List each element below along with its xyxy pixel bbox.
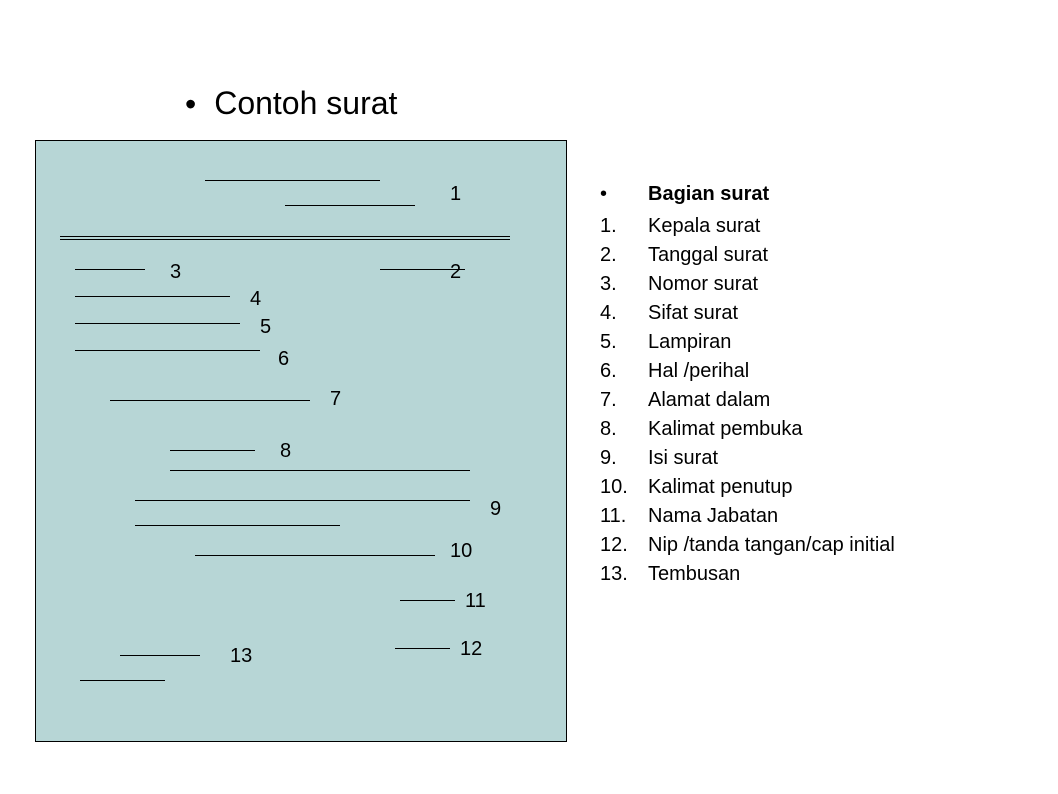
legend-item-number: 9. — [600, 444, 648, 473]
letter-placeholder-line — [75, 323, 240, 324]
legend-item-text: Kalimat pembuka — [648, 415, 895, 444]
letter-placeholder-line — [75, 269, 145, 270]
legend-item: 7.Alamat dalam — [600, 386, 895, 415]
letter-part-number: 1 — [450, 183, 461, 206]
legend-heading-row: • Bagian surat — [600, 183, 895, 206]
legend-heading: Bagian surat — [648, 183, 769, 206]
header-double-rule — [60, 236, 510, 240]
letter-placeholder-line — [400, 600, 455, 601]
legend-item-number: 8. — [600, 415, 648, 444]
letter-example-box — [35, 140, 567, 742]
letter-part-number: 13 — [230, 645, 252, 668]
legend-item-number: 3. — [600, 270, 648, 299]
legend-item: 13.Tembusan — [600, 560, 895, 589]
letter-placeholder-line — [75, 350, 260, 351]
legend-item-number: 13. — [600, 560, 648, 589]
legend-item-number: 7. — [600, 386, 648, 415]
letter-placeholder-line — [170, 470, 470, 471]
legend-item-text: Sifat surat — [648, 299, 895, 328]
letter-part-number: 11 — [465, 590, 486, 613]
legend-item-number: 11. — [600, 502, 648, 531]
letter-part-number: 2 — [450, 261, 461, 284]
bullet-icon: • — [600, 183, 648, 206]
letter-part-number: 7 — [330, 388, 341, 411]
legend-item-text: Nama Jabatan — [648, 502, 895, 531]
legend-item: 2.Tanggal surat — [600, 241, 895, 270]
legend-item-text: Tanggal surat — [648, 241, 895, 270]
legend-item: 12. Nip /tanda tangan/cap initial — [600, 531, 895, 560]
letter-placeholder-line — [395, 648, 450, 649]
letter-part-number: 3 — [170, 261, 181, 284]
legend-item: 11.Nama Jabatan — [600, 502, 895, 531]
legend-item: 4.Sifat surat — [600, 299, 895, 328]
legend-item-text: Tembusan — [648, 560, 895, 589]
legend-item-number: 5. — [600, 328, 648, 357]
legend-item-text: Kepala surat — [648, 212, 895, 241]
legend-item-number: 6. — [600, 357, 648, 386]
legend-item-text: Lampiran — [648, 328, 895, 357]
page-title: Contoh surat — [214, 85, 397, 122]
letter-placeholder-line — [135, 500, 470, 501]
legend-item: 10.Kalimat penutup — [600, 473, 895, 502]
legend-item-number: 12. — [600, 531, 648, 560]
bullet-icon: • — [185, 88, 196, 120]
legend-item: 5.Lampiran — [600, 328, 895, 357]
legend-items: 1.Kepala surat2.Tanggal surat3.Nomor sur… — [600, 212, 895, 589]
letter-placeholder-line — [195, 555, 435, 556]
letter-placeholder-line — [110, 400, 310, 401]
legend-item-text: Kalimat penutup — [648, 473, 895, 502]
letter-placeholder-line — [170, 450, 255, 451]
page-title-row: • Contoh surat — [185, 85, 397, 122]
letter-part-number: 5 — [260, 316, 271, 339]
legend-item-text: Nomor surat — [648, 270, 895, 299]
legend-item-text: Isi surat — [648, 444, 895, 473]
letter-part-number: 8 — [280, 440, 291, 463]
letter-placeholder-line — [80, 680, 165, 681]
legend-item: 6.Hal /perihal — [600, 357, 895, 386]
page: • Contoh surat 12345678910111213 • Bagia… — [0, 0, 1058, 794]
letter-part-number: 12 — [460, 638, 482, 661]
legend-item: 3.Nomor surat — [600, 270, 895, 299]
letter-placeholder-line — [285, 205, 415, 206]
letter-placeholder-line — [75, 296, 230, 297]
legend-item-number: 10. — [600, 473, 648, 502]
legend-item-text: Hal /perihal — [648, 357, 895, 386]
legend: • Bagian surat 1.Kepala surat2.Tanggal s… — [600, 183, 895, 589]
legend-item-number: 1. — [600, 212, 648, 241]
legend-item-text: Alamat dalam — [648, 386, 895, 415]
letter-part-number: 9 — [490, 498, 501, 521]
legend-item: 9.Isi surat — [600, 444, 895, 473]
legend-item-text: Nip /tanda tangan/cap initial — [648, 531, 895, 560]
letter-part-number: 10 — [450, 540, 472, 563]
legend-item: 1.Kepala surat — [600, 212, 895, 241]
letter-placeholder-line — [120, 655, 200, 656]
letter-part-number: 4 — [250, 288, 261, 311]
legend-item-number: 2. — [600, 241, 648, 270]
letter-part-number: 6 — [278, 348, 289, 371]
letter-placeholder-line — [135, 525, 340, 526]
legend-item-number: 4. — [600, 299, 648, 328]
legend-item: 8.Kalimat pembuka — [600, 415, 895, 444]
letter-placeholder-line — [205, 180, 380, 181]
